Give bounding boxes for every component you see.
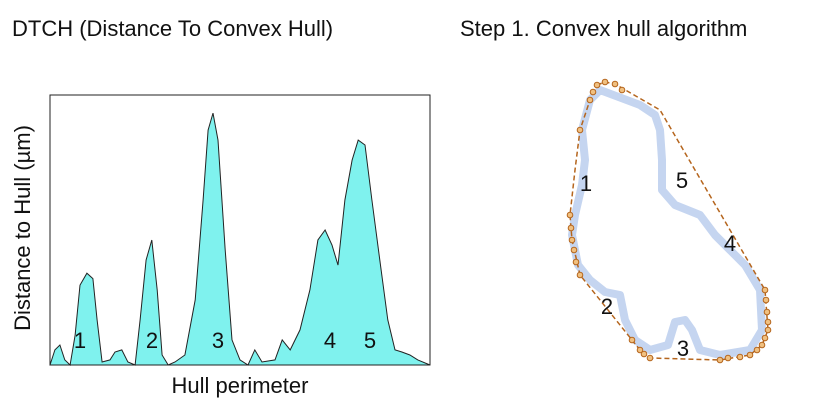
hull-point: [602, 79, 608, 85]
hull-point: [571, 247, 577, 253]
peak-label: 5: [364, 328, 376, 353]
hull-point: [619, 87, 625, 93]
hull-point: [754, 347, 760, 353]
hull-point: [568, 225, 574, 231]
hull-point: [637, 347, 643, 353]
page: DTCH (Distance To Convex Hull) Step 1. C…: [0, 0, 831, 409]
hull-point: [764, 309, 770, 315]
hull-point: [573, 259, 579, 265]
hull-point: [759, 342, 765, 348]
hull-point: [737, 354, 743, 360]
region-label: 3: [677, 336, 689, 361]
hull-point: [577, 272, 583, 278]
hull-point: [717, 357, 723, 363]
y-axis-label: Distance to Hull (µm): [10, 125, 35, 331]
peak-label: 2: [146, 328, 158, 353]
peak-label: 1: [74, 328, 86, 353]
hull-point: [567, 212, 573, 218]
figure: DTCH (Distance To Convex Hull) Step 1. C…: [0, 0, 831, 404]
hull-point: [587, 97, 593, 103]
hull-point: [762, 287, 768, 293]
hull-point: [647, 355, 653, 361]
diagram-title: Step 1. Convex hull algorithm: [460, 16, 747, 41]
region-label: 2: [601, 294, 613, 319]
hull-point: [765, 319, 771, 325]
region-label: 4: [724, 231, 736, 256]
convex-hull: [570, 82, 768, 360]
hull-point: [577, 127, 583, 133]
hull-point: [763, 297, 769, 303]
peak-label: 3: [212, 328, 224, 353]
diagram: 1 5 4 2 3: [567, 79, 771, 363]
hull-point: [569, 237, 575, 243]
hull-point: [594, 82, 600, 88]
region-label: 5: [676, 168, 688, 193]
plot-area: 1 2 3 4 5: [50, 95, 430, 365]
x-axis-label: Hull perimeter: [172, 373, 309, 398]
region-label: 1: [580, 171, 592, 196]
hull-point: [762, 335, 768, 341]
peak-label: 4: [324, 328, 336, 353]
hull-point: [612, 81, 618, 87]
hull-point: [747, 352, 753, 358]
hull-point: [765, 327, 771, 333]
hull-point: [590, 89, 596, 95]
hull-point: [629, 337, 635, 343]
chart-title: DTCH (Distance To Convex Hull): [12, 16, 333, 41]
hull-point: [725, 355, 731, 361]
